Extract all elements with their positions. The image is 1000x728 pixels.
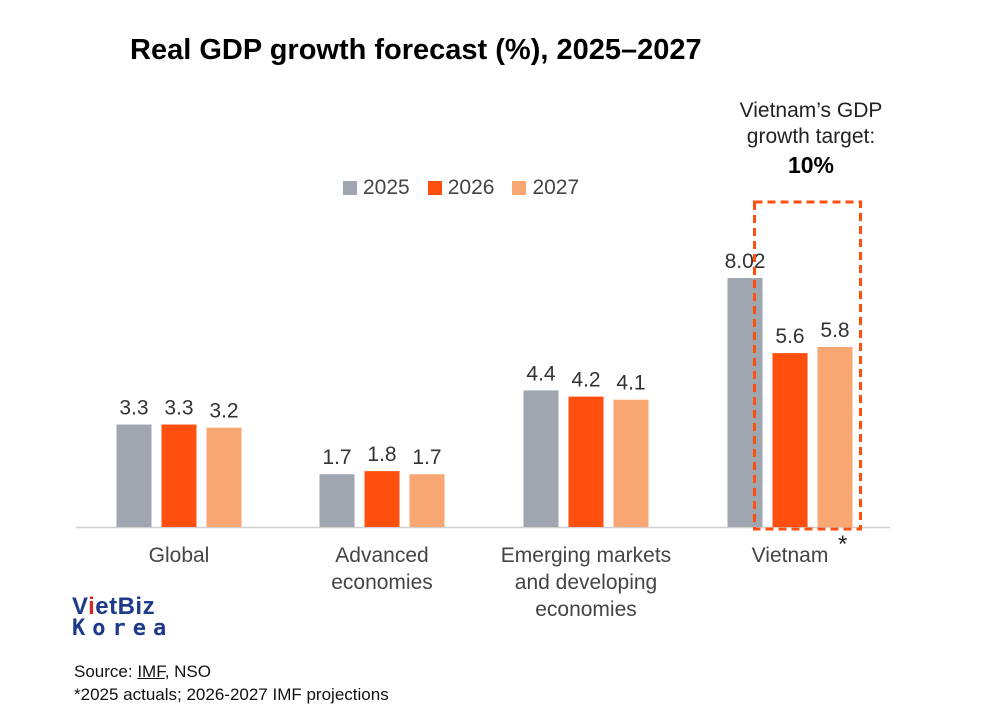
category-label-global: Global bbox=[69, 542, 289, 569]
legend-swatch-2026 bbox=[427, 181, 442, 195]
legend-label-2026: 2026 bbox=[447, 176, 495, 199]
category-label-line: Vietnam bbox=[751, 544, 829, 567]
legend-label-2025: 2025 bbox=[363, 176, 410, 199]
target-note: Vietnam’s GDP growth target: 10% bbox=[716, 98, 906, 178]
legend-label-2027: 2027 bbox=[532, 176, 580, 199]
category-label-line: economies bbox=[535, 598, 637, 621]
category-label-line: economies bbox=[331, 571, 433, 594]
vietnam-asterisk: * bbox=[838, 531, 848, 558]
category-label-line: Global bbox=[148, 544, 210, 567]
legend-item-2026: 2026 bbox=[427, 176, 495, 200]
bar-emerging-markets-and-developing-economies-2025 bbox=[523, 390, 559, 527]
category-label-emerging-markets-and-developing-economies: Emerging markets and developing economies bbox=[476, 542, 696, 623]
bar-vietnam-2027 bbox=[817, 346, 853, 527]
chart-title: Real GDP growth forecast (%), 2025–2027 bbox=[130, 34, 702, 66]
logo-text-etbiz: etBiz bbox=[95, 593, 156, 620]
bar-emerging-markets-and-developing-economies-2027 bbox=[613, 399, 649, 527]
data-label-global-2025: 3.3 bbox=[119, 397, 148, 420]
data-label-vietnam-2025: 8.02 bbox=[725, 250, 766, 273]
legend-item-2025: 2025 bbox=[343, 176, 410, 200]
vietnam-target-highlight-box bbox=[753, 200, 862, 531]
source-footnote: *2025 actuals; 2026-2027 IMF projections bbox=[74, 685, 389, 704]
data-label-advanced-economies-2026: 1.8 bbox=[367, 443, 396, 466]
source-note: Source: IMF, NSO *2025 actuals; 2026-202… bbox=[74, 660, 389, 706]
bar-vietnam-2025 bbox=[727, 278, 763, 527]
target-note-line2: growth target: bbox=[746, 125, 876, 148]
data-label-global-2026: 3.3 bbox=[164, 397, 193, 420]
category-label-line: and developing bbox=[514, 571, 658, 594]
legend-swatch-2027 bbox=[512, 181, 527, 195]
source-link-imf[interactable]: IMF bbox=[137, 662, 165, 681]
bar-global-2025 bbox=[116, 424, 152, 527]
bar-emerging-markets-and-developing-economies-2026 bbox=[568, 396, 604, 527]
legend-swatch-2025 bbox=[343, 181, 357, 195]
bar-advanced-economies-2027 bbox=[409, 474, 445, 527]
category-label-line: Emerging markets bbox=[500, 544, 672, 567]
data-label-advanced-economies-2025: 1.7 bbox=[322, 446, 351, 469]
legend-item-2027: 2027 bbox=[512, 176, 579, 200]
data-label-vietnam-2026: 5.6 bbox=[775, 325, 804, 348]
target-note-value: 10% bbox=[787, 152, 835, 178]
bar-advanced-economies-2026 bbox=[364, 471, 400, 527]
vietbiz-korea-logo: VietBiz Korea bbox=[72, 593, 174, 641]
data-label-emerging-markets-and-developing-economies-2026: 4.2 bbox=[571, 369, 600, 392]
bar-global-2027 bbox=[206, 427, 242, 527]
data-label-vietnam-2027: 5.8 bbox=[820, 319, 849, 342]
data-label-global-2027: 3.2 bbox=[209, 400, 238, 423]
bar-global-2026 bbox=[161, 424, 197, 527]
target-note-line1: Vietnam’s GDP bbox=[739, 99, 883, 122]
category-label-advanced-economies: Advanced economies bbox=[272, 542, 492, 596]
source-suffix: , NSO bbox=[164, 662, 211, 681]
data-label-emerging-markets-and-developing-economies-2027: 4.1 bbox=[616, 372, 645, 395]
category-label-line: Advanced bbox=[335, 544, 429, 567]
source-prefix: Source: bbox=[74, 662, 138, 681]
logo-text-korea: Korea bbox=[72, 616, 174, 641]
data-label-emerging-markets-and-developing-economies-2025: 4.4 bbox=[526, 362, 556, 385]
logo-letter-v: V bbox=[72, 593, 89, 620]
data-label-advanced-economies-2027: 1.7 bbox=[412, 446, 441, 469]
category-label-vietnam: Vietnam bbox=[680, 542, 900, 569]
bar-advanced-economies-2025 bbox=[319, 474, 355, 527]
logo-letter-i: i bbox=[88, 593, 96, 620]
bar-vietnam-2026 bbox=[772, 353, 808, 527]
chart-legend: 2025 2026 2027 bbox=[343, 176, 579, 200]
